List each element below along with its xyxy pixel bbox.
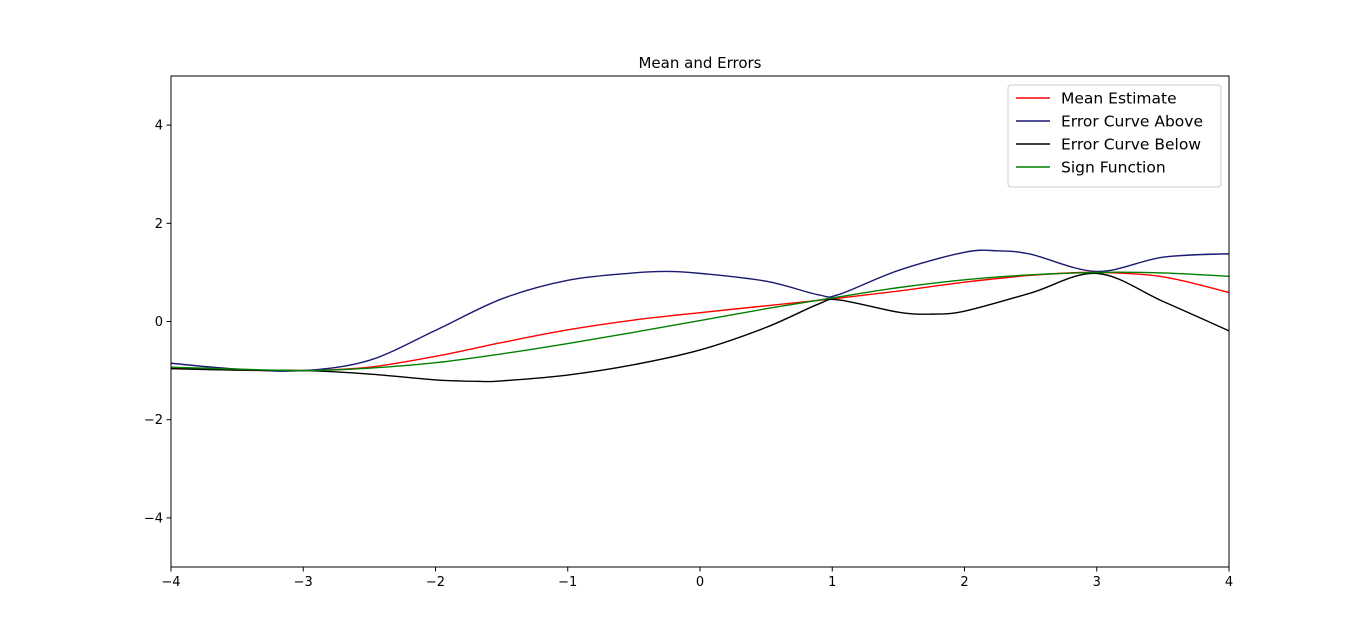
- y-tick-label: −4: [144, 511, 163, 526]
- axes-layer: −4 −3 −2 −1 0 1 2 3 4 −4 −2 0 2 4: [144, 75, 1233, 590]
- x-tick-label: 0: [696, 575, 704, 590]
- chart-title: Mean and Errors: [638, 54, 761, 72]
- x-tick-label: 2: [960, 575, 968, 590]
- x-tick-label: 4: [1225, 575, 1233, 590]
- series-line-sign-function: [171, 271, 1229, 372]
- series-line-error-curve-above: [171, 249, 1229, 372]
- legend: Mean Estimate Error Curve Above Error Curv…: [1007, 84, 1222, 188]
- legend-box: [1007, 84, 1222, 188]
- x-tick-label: −2: [426, 575, 445, 590]
- x-tick-label: −3: [294, 575, 313, 590]
- y-tick-label: −2: [144, 413, 163, 428]
- legend-label-sign-function: Sign Function: [1061, 159, 1166, 177]
- y-tick-label: 4: [155, 119, 163, 134]
- y-tick-label: 2: [155, 217, 163, 232]
- legend-label-error-curve-below: Error Curve Below: [1061, 136, 1201, 154]
- x-tick-label: −1: [558, 575, 577, 590]
- y-tick-label: 0: [155, 315, 163, 330]
- legend-label-mean-estimate: Mean Estimate: [1061, 90, 1177, 108]
- x-tick-label: 3: [1093, 575, 1101, 590]
- series-layer: [171, 249, 1229, 383]
- x-tick-label: 1: [828, 575, 836, 590]
- legend-label-error-curve-above: Error Curve Above: [1061, 113, 1203, 131]
- series-line-error-curve-below: [171, 272, 1229, 383]
- x-tick-label: −4: [161, 575, 180, 590]
